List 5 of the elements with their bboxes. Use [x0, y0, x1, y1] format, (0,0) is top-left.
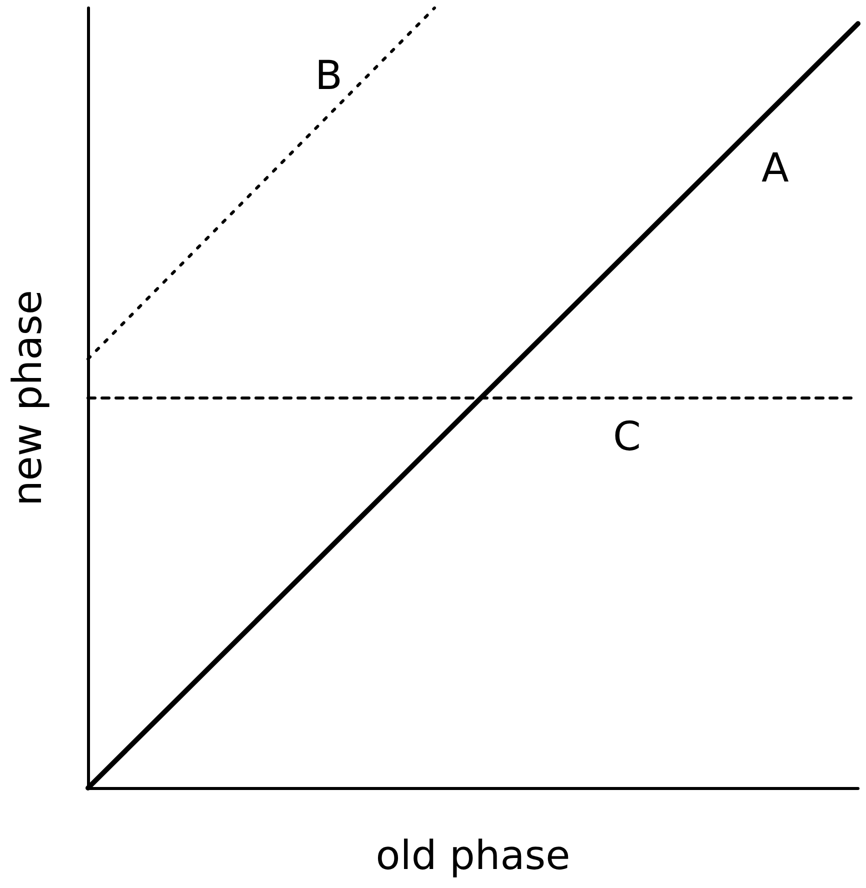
y-axis-title: new phase [5, 290, 51, 506]
x-axis-title: old phase [376, 833, 570, 879]
series-label: C [613, 414, 641, 460]
series-label: B [315, 53, 342, 99]
series-label: A [762, 145, 790, 192]
